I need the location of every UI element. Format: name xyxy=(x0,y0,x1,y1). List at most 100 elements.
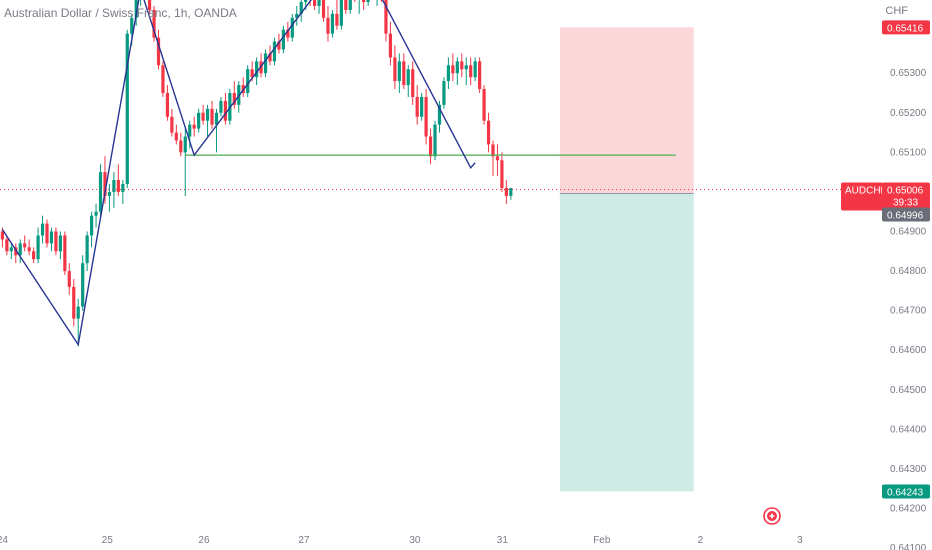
candle-body xyxy=(23,243,27,248)
candle-body xyxy=(165,93,170,117)
candle-body xyxy=(152,9,156,38)
target-price-label: 0.64243 xyxy=(887,487,924,498)
candle-body xyxy=(103,172,107,196)
candle-body xyxy=(313,0,317,6)
candle-body xyxy=(317,0,321,6)
candle-body xyxy=(433,124,437,157)
candle-body xyxy=(299,2,303,14)
candle-body xyxy=(420,96,424,117)
symbol-title: Australian Dollar / Swiss Franc, 1h, OAN… xyxy=(4,6,237,20)
candle-body xyxy=(469,65,473,78)
candle-body xyxy=(491,144,495,157)
current-symbol-tag xyxy=(841,182,883,211)
time-tick-label: 31 xyxy=(497,535,509,546)
candle-body xyxy=(54,231,58,252)
candle-body xyxy=(263,53,268,74)
candle-body xyxy=(130,17,134,34)
candle-body xyxy=(397,61,401,82)
candle-body xyxy=(170,116,174,133)
target-price-tag xyxy=(882,484,930,499)
candle-body xyxy=(415,96,419,117)
candle-body xyxy=(330,13,335,34)
candle-body xyxy=(455,61,459,74)
candle-body xyxy=(268,53,272,62)
candle-body xyxy=(40,223,45,236)
candle-body xyxy=(36,235,40,260)
add-alert-icon[interactable] xyxy=(763,507,781,525)
candle-body xyxy=(246,69,250,94)
candle-body xyxy=(509,187,513,196)
candle-body xyxy=(281,29,285,50)
candle-body xyxy=(174,132,178,141)
candle-body xyxy=(451,65,455,74)
candle-body xyxy=(437,104,442,125)
take-profit-zone xyxy=(559,193,694,492)
time-tick-label: 2 xyxy=(698,535,704,546)
candle-body xyxy=(156,37,161,66)
candle-body xyxy=(210,108,214,125)
countdown-label: 39:33 xyxy=(893,198,918,209)
candle-body xyxy=(49,231,54,244)
current-price-tag xyxy=(882,182,930,211)
stop-loss-zone xyxy=(559,27,694,194)
candle-body xyxy=(482,89,486,121)
candle-body xyxy=(286,29,290,38)
candle-body xyxy=(121,184,125,192)
candle-body xyxy=(98,172,103,212)
candle-body xyxy=(442,81,446,105)
candle-body xyxy=(197,112,201,129)
price-tick-label: 0.65300 xyxy=(890,68,927,79)
candle-body xyxy=(94,211,98,216)
time-tick-label: 26 xyxy=(198,535,210,546)
candle-body xyxy=(446,65,450,82)
price-tick-label: 0.65100 xyxy=(890,147,927,158)
candle-body xyxy=(384,0,388,34)
candle-body xyxy=(67,271,71,287)
candle-body xyxy=(277,41,281,50)
zigzag-line xyxy=(1,0,476,347)
candle-body xyxy=(81,263,85,307)
candle-body xyxy=(58,235,62,252)
time-tick-label: 30 xyxy=(409,535,421,546)
candle-body xyxy=(362,0,366,2)
price-axis[interactable]: 0.65300 0.65200 0.65100 0.64900 0.64800 0.647… xyxy=(890,68,927,550)
candle-body xyxy=(76,306,80,319)
candle-body xyxy=(290,17,294,38)
candle-body xyxy=(326,17,330,34)
candle-body xyxy=(495,156,500,161)
price-tick-label: 0.64100 xyxy=(890,543,927,550)
candle-body xyxy=(232,93,236,105)
candle-body xyxy=(223,100,227,121)
price-tick-label: 0.64400 xyxy=(890,424,927,435)
candle-body xyxy=(45,223,49,244)
candle-body xyxy=(486,120,491,145)
time-axis[interactable]: 24 25 26 27 30 31 Feb 2 3 xyxy=(0,535,803,546)
candle-body xyxy=(125,33,129,185)
candle-body xyxy=(0,231,4,240)
time-tick-label: 25 xyxy=(102,535,114,546)
candle-body xyxy=(473,61,477,78)
candle-body xyxy=(112,180,116,192)
candle-body xyxy=(335,13,339,26)
candle-body xyxy=(18,243,22,256)
candle-body xyxy=(214,112,219,125)
time-tick-label: 27 xyxy=(298,535,310,546)
price-tick-label: 0.65200 xyxy=(890,108,927,119)
candle-body xyxy=(161,65,165,94)
candle-body xyxy=(9,247,13,252)
candle-body xyxy=(5,239,9,252)
candle-body xyxy=(272,41,277,62)
stop-price-label: 0.65416 xyxy=(887,23,924,34)
candle-body xyxy=(344,0,348,10)
candle-body xyxy=(321,0,326,18)
candle-body xyxy=(85,235,89,264)
price-tick-label: 0.64900 xyxy=(890,226,927,237)
candle-body xyxy=(134,0,138,18)
candle-body xyxy=(72,286,76,319)
candle-body xyxy=(192,124,196,129)
price-tick-label: 0.64700 xyxy=(890,306,927,317)
price-tick-label: 0.64200 xyxy=(890,503,927,514)
candle-body xyxy=(107,191,112,196)
